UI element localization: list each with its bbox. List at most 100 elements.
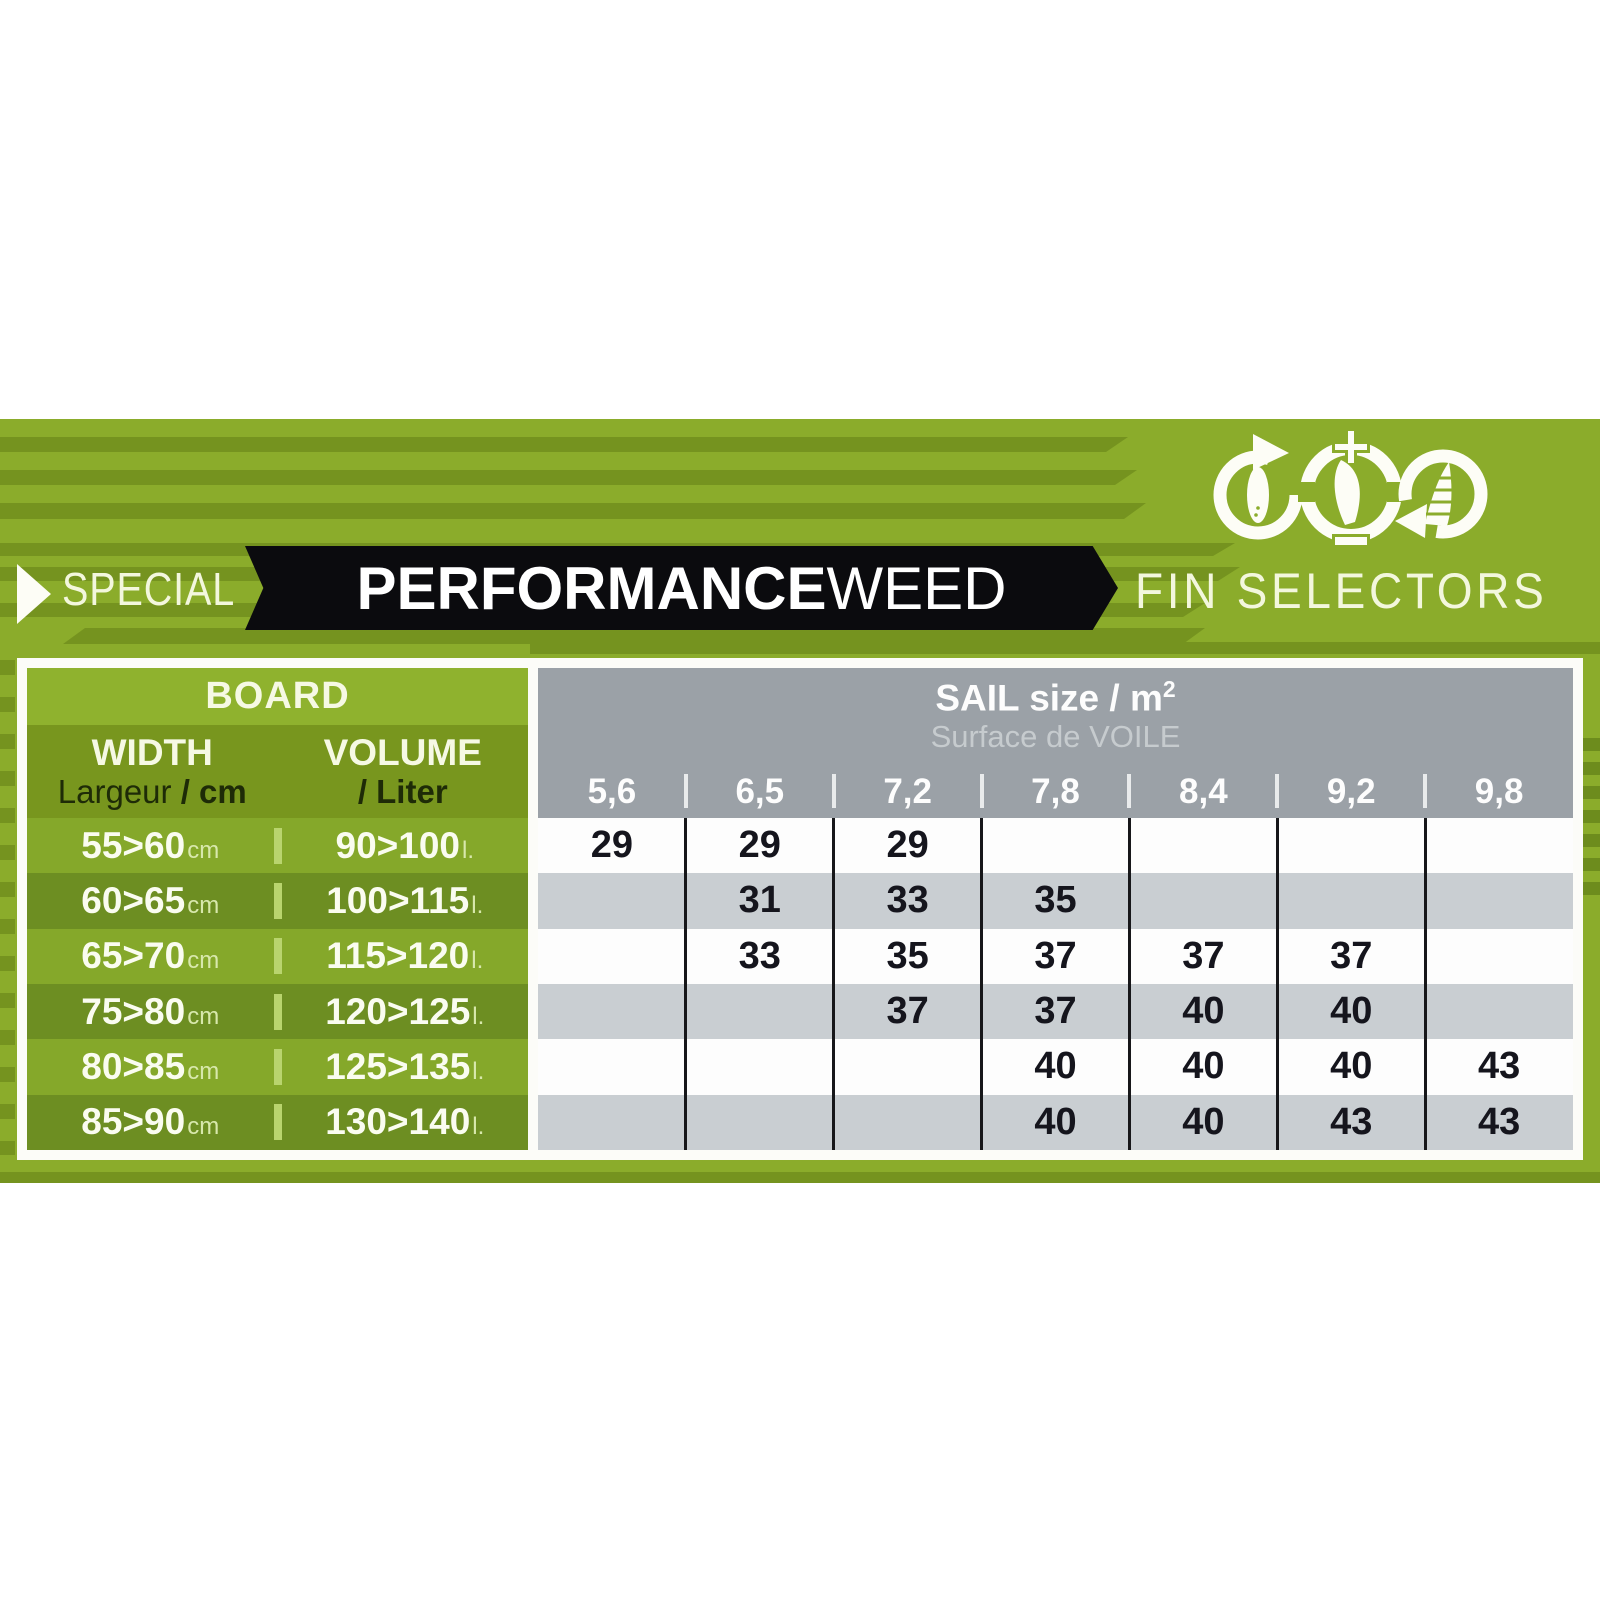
board-width-unit: cm bbox=[187, 836, 220, 864]
board-width-cell: 85>90 cm bbox=[27, 1095, 274, 1150]
bottom-band-dark bbox=[0, 1172, 1600, 1183]
bottom-band-light bbox=[0, 1160, 1600, 1172]
fin-selector-logo bbox=[1213, 428, 1488, 548]
fin-size-cell bbox=[538, 1095, 686, 1150]
fin-size-cell bbox=[1425, 929, 1573, 984]
fin-size-value: 35 bbox=[886, 934, 929, 977]
width-column-header: WIDTH Largeur / cm bbox=[27, 725, 278, 818]
board-row: 55>60 cm 90>100 l. bbox=[27, 818, 529, 874]
fin-size-cell: 35 bbox=[834, 929, 982, 984]
board-row: 75>80 cm 120>125 l. bbox=[27, 983, 529, 1040]
fin-row: 29 29 29 bbox=[538, 818, 1573, 874]
board-header: BOARD bbox=[27, 668, 528, 725]
column-separator bbox=[832, 818, 836, 1150]
sail-size-cell: 7,2 bbox=[834, 766, 984, 818]
board-row: 60>65 cm 100>115 l. bbox=[27, 873, 529, 929]
stripe bbox=[63, 628, 1205, 644]
sail-size-value: 7,8 bbox=[1031, 772, 1080, 811]
board-volume-unit: l. bbox=[471, 947, 484, 975]
row-separator bbox=[273, 827, 282, 864]
board-width-value: 60>65 bbox=[81, 879, 186, 921]
fin-size-value: 37 bbox=[1182, 934, 1225, 977]
fin-size-cell: 40 bbox=[1129, 984, 1277, 1039]
column-separator bbox=[1127, 774, 1132, 808]
board-width-value: 85>90 bbox=[81, 1101, 186, 1143]
fin-size-value: 40 bbox=[1182, 990, 1225, 1033]
column-separator bbox=[980, 818, 984, 1150]
sail-size-value: 6,5 bbox=[735, 772, 785, 811]
performance-label-light: WEED bbox=[826, 554, 1007, 622]
fin-size-value: 40 bbox=[1182, 1045, 1225, 1088]
sail-size-cell: 7,8 bbox=[982, 766, 1132, 818]
fin-size-cell bbox=[538, 929, 686, 984]
board-width-value: 55>60 bbox=[81, 824, 186, 866]
fin-row: 33 35 37 37 37 bbox=[538, 928, 1573, 984]
fin-size-cell: 33 bbox=[834, 873, 982, 928]
fin-size-cell bbox=[834, 1095, 982, 1150]
fin-size-value: 33 bbox=[738, 934, 781, 977]
fin-size-value: 40 bbox=[1034, 1100, 1077, 1143]
board-volume-cell: 100>115 l. bbox=[282, 873, 529, 928]
sail-size-subtitle: Surface de VOILE bbox=[930, 718, 1181, 754]
fin-size-value: 29 bbox=[886, 824, 929, 867]
fin-size-cell: 29 bbox=[834, 818, 982, 873]
board-volume-unit: l. bbox=[472, 1002, 485, 1030]
fin-size-value: 37 bbox=[1034, 990, 1077, 1033]
sail-size-value: 5,6 bbox=[587, 772, 637, 811]
board-width-unit: cm bbox=[187, 1057, 220, 1085]
fin-size-value: 37 bbox=[1034, 934, 1077, 977]
sail-size-title-sup: 2 bbox=[1162, 676, 1176, 702]
sail-panel: SAIL size / m2 Surface de VOILE 5,6 6,5 7,… bbox=[538, 668, 1573, 1150]
sail-size-cell: 6,5 bbox=[686, 766, 836, 818]
stripe bbox=[0, 437, 1128, 452]
fin-size-cell: 43 bbox=[1425, 1039, 1573, 1094]
board-volume-cell: 120>125 l. bbox=[282, 984, 529, 1039]
fin-size-cell bbox=[1425, 818, 1573, 873]
fin-size-cell bbox=[834, 1039, 982, 1094]
stripe bbox=[530, 642, 1600, 654]
board-width-unit: cm bbox=[187, 891, 220, 919]
fin-size-value: 33 bbox=[886, 879, 929, 922]
row-separator bbox=[273, 882, 282, 919]
fin-size-cell: 40 bbox=[982, 1095, 1130, 1150]
column-separator bbox=[1275, 774, 1280, 808]
fin-size-value: 40 bbox=[1330, 990, 1373, 1033]
board-volume-cell: 130>140 l. bbox=[282, 1095, 529, 1150]
fin-size-value: 37 bbox=[1330, 934, 1373, 977]
board-volume-cell: 90>100 l. bbox=[282, 818, 529, 873]
board-volume-cell: 125>135 l. bbox=[282, 1039, 529, 1094]
fin-row: 31 33 35 bbox=[538, 873, 1573, 929]
column-separator bbox=[1275, 818, 1279, 1150]
fin-size-cell bbox=[1425, 984, 1573, 1039]
fin-size-cell: 29 bbox=[538, 818, 686, 873]
board-volume-unit: l. bbox=[471, 891, 484, 919]
fin-size-value: 31 bbox=[738, 879, 781, 922]
sail-size-title-text: SAIL size / m bbox=[935, 677, 1163, 719]
volume-sublabel: / Liter bbox=[358, 773, 448, 810]
right-edge-dashes bbox=[1583, 738, 1600, 896]
fin-size-cell: 40 bbox=[982, 1039, 1130, 1094]
fin-size-value: 40 bbox=[1330, 1045, 1373, 1088]
board-row: 85>90 cm 130>140 l. bbox=[27, 1094, 529, 1150]
fin-size-cell: 35 bbox=[982, 873, 1130, 928]
fin-size-value: 43 bbox=[1330, 1100, 1373, 1143]
left-edge-dashes bbox=[0, 660, 15, 1155]
width-sublabel: Largeur / cm bbox=[58, 773, 247, 810]
fin-size-value: 35 bbox=[1034, 879, 1077, 922]
board-volume-value: 90>100 bbox=[335, 824, 461, 866]
board-width-cell: 80>85 cm bbox=[27, 1039, 274, 1094]
board-volume-cell: 115>120 l. bbox=[282, 929, 529, 984]
board-volume-value: 125>135 bbox=[325, 1045, 471, 1087]
board-width-value: 65>70 bbox=[81, 935, 186, 977]
fin-size-cell: 43 bbox=[1277, 1095, 1425, 1150]
performance-banner: PERFORMANCE WEED bbox=[245, 546, 1118, 630]
row-separator bbox=[273, 993, 282, 1030]
fin-size-cell: 31 bbox=[686, 873, 834, 928]
board-width-value: 80>85 bbox=[81, 1045, 186, 1087]
column-separator bbox=[979, 774, 984, 808]
fin-size-cell: 40 bbox=[1277, 1039, 1425, 1094]
fin-size-cell: 40 bbox=[1277, 984, 1425, 1039]
row-separator bbox=[273, 1048, 282, 1085]
sail-size-value: 9,8 bbox=[1474, 772, 1524, 811]
board-width-unit: cm bbox=[187, 947, 220, 975]
